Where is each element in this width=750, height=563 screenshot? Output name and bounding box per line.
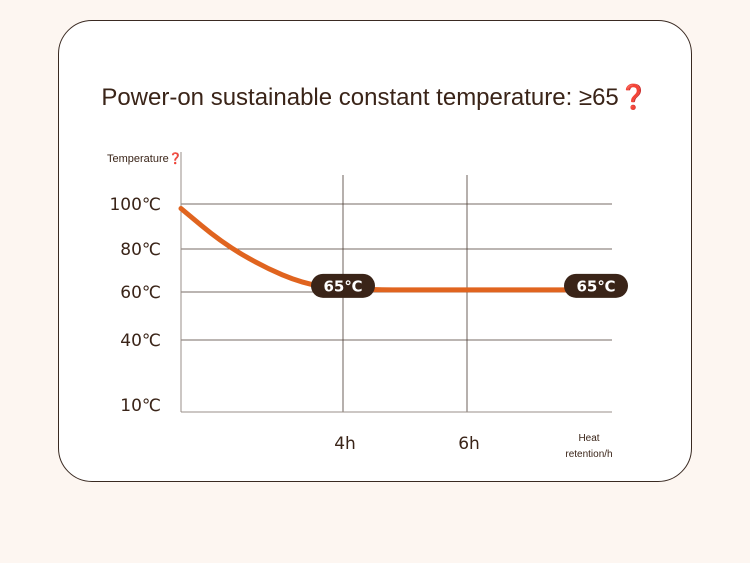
series-layer [178, 206, 599, 293]
annotation-badge-bg-0 [311, 273, 375, 298]
axis-layer [180, 152, 612, 413]
chart-title: Power-on sustainable constant temperatur… [101, 83, 648, 111]
y-tick-label-60: 60℃ [120, 283, 161, 303]
y-tick-label-40: 40℃ [120, 331, 161, 351]
x-tick-label-6: 6h [458, 434, 480, 454]
y-tick-label-80: 80℃ [120, 240, 161, 260]
annotation-badge-bg-1 [564, 273, 628, 298]
y-tick-labels: 100℃ 80℃ 60℃ 40℃ 10℃ [109, 195, 161, 416]
annotation-badge-0: 65℃ [311, 273, 375, 298]
x-tick-label-4: 4h [334, 434, 356, 454]
x-axis-label-line1: Heat [578, 433, 599, 444]
y-axis-label: Temperature❓ [107, 152, 182, 165]
annotation-label-0: 65℃ [323, 277, 362, 295]
y-tick-label-10: 10℃ [120, 396, 161, 416]
grid-layer [181, 175, 612, 412]
chart-card [58, 20, 692, 482]
annotation-label-1: 65℃ [576, 277, 615, 295]
series-line-0 [178, 206, 599, 293]
y-tick-label-100: 100℃ [109, 195, 161, 215]
annotation-layer: 65℃ 65℃ [311, 273, 628, 298]
annotation-badge-1: 65℃ [564, 273, 628, 298]
x-axis-label-line2: retention/h [565, 449, 612, 460]
x-tick-labels: 4h 6h [334, 434, 480, 454]
